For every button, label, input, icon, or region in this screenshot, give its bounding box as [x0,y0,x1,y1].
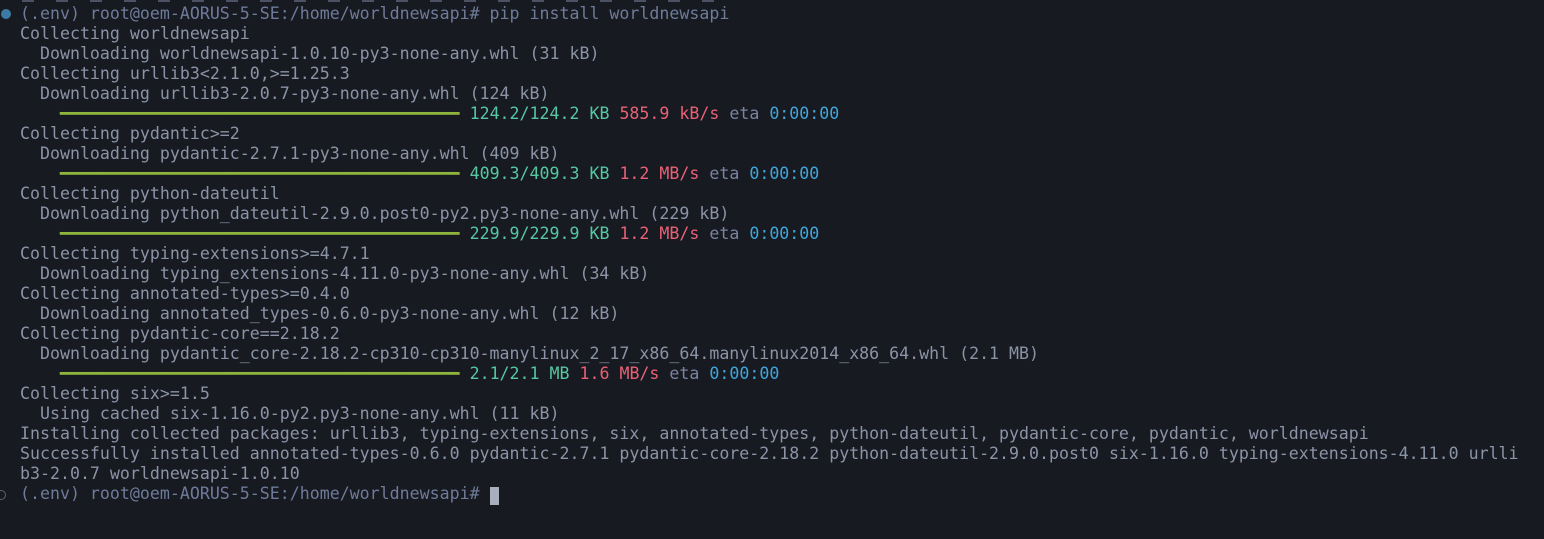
terminal-line: Downloading typing_extensions-4.11.0-py3… [20,264,1544,284]
clipped-previous-line [22,0,722,2]
terminal-text: Downloading python_dateutil-2.9.0.post0-… [20,204,730,223]
terminal-line: Downloading urllib3-2.0.7-py3-none-any.w… [20,84,1544,104]
shell-prompt: (.env) root@oem-AORUS-5-SE:/home/worldne… [20,4,490,23]
terminal-text: Collecting six>=1.5 [20,384,210,403]
terminal-line: Collecting typing-extensions>=4.7.1 [20,244,1544,264]
terminal-line: (.env) root@oem-AORUS-5-SE:/home/worldne… [1,4,1544,24]
terminal-line: Collecting worldnewsapi [20,24,1544,44]
terminal-text [20,224,60,243]
terminal-text [20,364,60,383]
terminal-line: Collecting python-dateutil [20,184,1544,204]
terminal-text: Downloading pydantic_core-2.18.2-cp310-c… [20,344,1040,363]
terminal-text: Collecting typing-extensions>=4.7.1 [20,244,370,263]
download-size: 409.3/409.3 KB [459,164,610,183]
terminal-line: Collecting pydantic-core==2.18.2 [20,324,1544,344]
download-size: 229.9/229.9 KB [459,224,610,243]
terminal-line: Successfully installed annotated-types-0… [20,444,1544,464]
terminal-text: Downloading pydantic-2.7.1-py3-none-any.… [20,144,560,163]
download-speed: 1.2 MB/s [609,164,700,183]
terminal-cursor [489,487,499,505]
terminal-line: ━━━━━━━━━━━━━━━━━━━━━━━━━━━━━━━━━━━━━━━━… [20,364,1544,384]
terminal-line: ━━━━━━━━━━━━━━━━━━━━━━━━━━━━━━━━━━━━━━━━… [20,224,1544,244]
terminal-text: Collecting urllib3<2.1.0,>=1.25.3 [20,64,350,83]
terminal-text: Downloading worldnewsapi-1.0.10-py3-none… [20,44,600,63]
terminal-line: Installing collected packages: urllib3, … [20,424,1544,444]
terminal-line: Collecting pydantic>=2 [20,124,1544,144]
download-speed: 1.2 MB/s [609,224,700,243]
progress-bar: ━━━━━━━━━━━━━━━━━━━━━━━━━━━━━━━━━━━━━━━━ [59,364,460,383]
eta-time: 0:00:00 [739,164,820,183]
eta-label: eta [719,104,760,123]
download-speed: 1.6 MB/s [569,364,660,383]
progress-bar: ━━━━━━━━━━━━━━━━━━━━━━━━━━━━━━━━━━━━━━━━ [59,164,460,183]
prompt-pending-decoration-icon [0,490,6,500]
terminal-text: b3-2.0.7 worldnewsapi-1.0.10 [20,464,300,483]
eta-time: 0:00:00 [739,224,820,243]
shell-command: pip install worldnewsapi [489,4,730,23]
terminal-line: Collecting urllib3<2.1.0,>=1.25.3 [20,64,1544,84]
terminal-line: (.env) root@oem-AORUS-5-SE:/home/worldne… [0,484,1544,505]
terminal-line: b3-2.0.7 worldnewsapi-1.0.10 [20,464,1544,484]
terminal-text [20,164,60,183]
eta-time: 0:00:00 [759,104,840,123]
download-speed: 585.9 kB/s [609,104,720,123]
download-size: 2.1/2.1 MB [459,364,570,383]
terminal-line: Downloading worldnewsapi-1.0.10-py3-none… [20,44,1544,64]
terminal-text: Collecting pydantic>=2 [20,124,240,143]
progress-bar: ━━━━━━━━━━━━━━━━━━━━━━━━━━━━━━━━━━━━━━━━ [59,104,460,123]
eta-label: eta [699,164,740,183]
terminal-line: Downloading pydantic-2.7.1-py3-none-any.… [20,144,1544,164]
terminal-text: Collecting pydantic-core==2.18.2 [20,324,340,343]
terminal-text: Successfully installed annotated-types-0… [20,444,1519,463]
eta-label: eta [699,224,740,243]
terminal-line: Using cached six-1.16.0-py2.py3-none-any… [20,404,1544,424]
command-decoration-icon[interactable] [1,9,11,19]
terminal-text: Downloading annotated_types-0.6.0-py3-no… [20,304,620,323]
eta-label: eta [659,364,700,383]
terminal-text: Using cached six-1.16.0-py2.py3-none-any… [20,404,560,423]
eta-time: 0:00:00 [699,364,780,383]
terminal-text: Downloading typing_extensions-4.11.0-py3… [20,264,650,283]
terminal-line: ━━━━━━━━━━━━━━━━━━━━━━━━━━━━━━━━━━━━━━━━… [20,164,1544,184]
terminal-line: Downloading pydantic_core-2.18.2-cp310-c… [20,344,1544,364]
terminal-output: (.env) root@oem-AORUS-5-SE:/home/worldne… [0,4,1544,505]
terminal-text: Collecting python-dateutil [20,184,280,203]
progress-bar: ━━━━━━━━━━━━━━━━━━━━━━━━━━━━━━━━━━━━━━━━ [59,224,460,243]
terminal-line: Collecting annotated-types>=0.4.0 [20,284,1544,304]
terminal-text: Collecting worldnewsapi [20,24,250,43]
terminal-line: Downloading python_dateutil-2.9.0.post0-… [20,204,1544,224]
terminal-text: Installing collected packages: urllib3, … [20,424,1369,443]
terminal-text [20,104,60,123]
terminal-line: Downloading annotated_types-0.6.0-py3-no… [20,304,1544,324]
download-size: 124.2/124.2 KB [459,104,610,123]
terminal-line: ━━━━━━━━━━━━━━━━━━━━━━━━━━━━━━━━━━━━━━━━… [20,104,1544,124]
terminal-line: Collecting six>=1.5 [20,384,1544,404]
terminal-text: Collecting annotated-types>=0.4.0 [20,284,350,303]
shell-prompt: (.env) root@oem-AORUS-5-SE:/home/worldne… [20,484,490,503]
terminal-text: Downloading urllib3-2.0.7-py3-none-any.w… [20,84,550,103]
